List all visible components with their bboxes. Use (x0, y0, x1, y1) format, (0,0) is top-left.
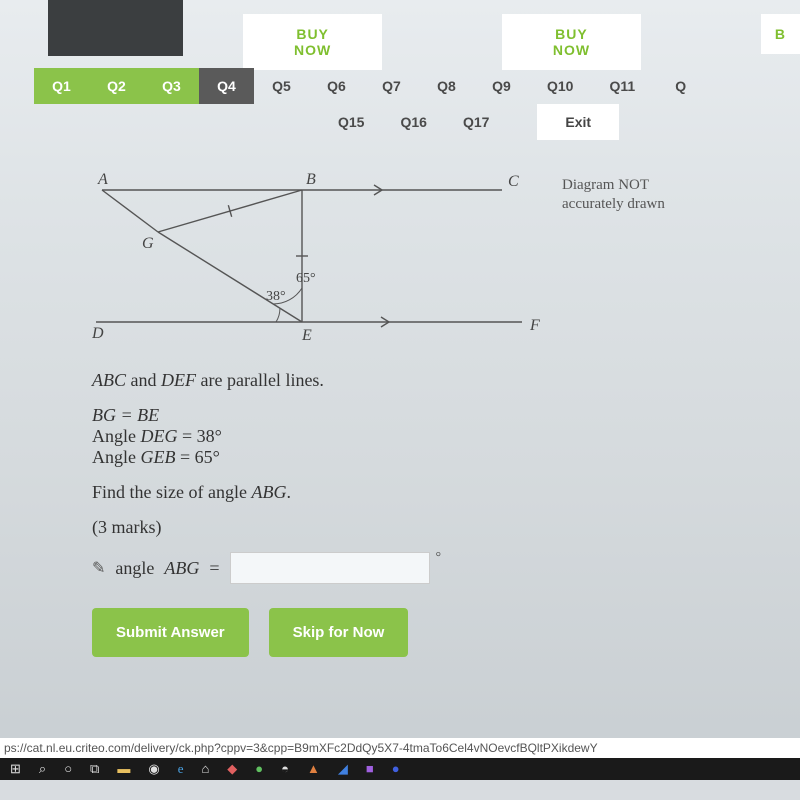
svg-text:A: A (97, 172, 108, 188)
question-tab-row-1: Q1Q2Q3Q4Q5Q6Q7Q8Q9Q10Q11Q (34, 68, 800, 104)
svg-text:F: F (529, 317, 540, 334)
note-line-2: accurately drawn (562, 196, 665, 212)
windows-taskbar[interactable]: ⊞ ⌕ ○ ⧉ ▬ ◉ e ⌂ ◆ ● ◓ ▲ ◢ ■ ● (0, 758, 800, 780)
diagram-accuracy-note: Diagram NOT accurately drawn (562, 176, 665, 214)
status-url-bar: ps://cat.nl.eu.criteo.com/delivery/ck.ph… (0, 738, 800, 758)
answer-row: ✎ angle ABG = ° (92, 552, 752, 584)
question-tab-q8[interactable]: Q8 (419, 68, 474, 104)
buy-now-button-3[interactable]: B (761, 14, 800, 54)
degree-symbol: ° (436, 550, 442, 566)
question-tab-q6[interactable]: Q6 (309, 68, 364, 104)
svg-text:38°: 38° (266, 289, 286, 304)
note-line-1: Diagram NOT (562, 177, 649, 193)
steam-icon[interactable]: ◓ (281, 761, 289, 777)
skip-for-now-button[interactable]: Skip for Now (269, 608, 409, 657)
app-icon-4[interactable]: ◢ (338, 761, 348, 777)
question-tab-q3[interactable]: Q3 (144, 68, 199, 104)
question-tab-q10[interactable]: Q10 (529, 68, 591, 104)
question-tab-q9[interactable]: Q9 (474, 68, 529, 104)
chrome-icon[interactable]: ◉ (148, 761, 159, 777)
question-tab-q[interactable]: Q (653, 68, 708, 104)
submit-answer-button[interactable]: Submit Answer (92, 608, 249, 657)
buy-now-button-1[interactable]: BUY NOW (243, 14, 382, 70)
question-tab-q7[interactable]: Q7 (364, 68, 419, 104)
geometry-diagram: 38° 65° A B C D E F G Diagram NOT accurately dra… (92, 172, 752, 362)
explorer-icon[interactable]: ▬ (117, 761, 130, 777)
svg-text:B: B (306, 172, 316, 188)
start-icon[interactable]: ⊞ (10, 761, 21, 777)
svg-text:C: C (508, 173, 519, 190)
svg-text:E: E (301, 327, 312, 344)
search-icon[interactable]: ⌕ (39, 761, 46, 777)
buy-now-button-2[interactable]: BUY NOW (502, 14, 641, 70)
question-text: ABC and DEF are parallel lines. BG = BE … (92, 370, 752, 538)
app-icon-3[interactable]: ▲ (307, 761, 320, 777)
ad-strip: BUY NOW BUY NOW B (0, 0, 800, 62)
question-tab-q5[interactable]: Q5 (254, 68, 309, 104)
seg-def: DEF (161, 370, 196, 390)
svg-text:D: D (92, 325, 104, 342)
marks-label: (3 marks) (92, 517, 752, 538)
cortana-icon[interactable]: ○ (64, 761, 72, 777)
question-tab-q15[interactable]: Q15 (320, 104, 382, 140)
app-icon-5[interactable]: ■ (366, 761, 374, 777)
question-tab-q1[interactable]: Q1 (34, 68, 89, 104)
pencil-icon: ✎ (92, 558, 105, 578)
edge-icon[interactable]: e (178, 761, 184, 777)
question-tab-q16[interactable]: Q16 (382, 104, 444, 140)
app-icon-6[interactable]: ● (392, 761, 400, 777)
store-icon[interactable]: ⌂ (201, 761, 209, 777)
question-tab-q17[interactable]: Q17 (445, 104, 507, 140)
seg-abc: ABC (92, 370, 126, 390)
app-icon-2[interactable]: ● (255, 761, 263, 777)
app-icon-1[interactable]: ◆ (227, 761, 237, 777)
question-tab-q2[interactable]: Q2 (89, 68, 144, 104)
svg-text:65°: 65° (296, 271, 316, 286)
question-tab-q4[interactable]: Q4 (199, 68, 254, 104)
question-tab-row-2: Q15Q16Q17 Exit (320, 104, 800, 140)
question-tab-q11[interactable]: Q11 (591, 68, 653, 104)
ad-dark-box (48, 0, 183, 56)
taskview-icon[interactable]: ⧉ (90, 761, 99, 777)
eq-bg-be: BG = BE (92, 405, 159, 425)
answer-input[interactable] (230, 552, 430, 584)
svg-text:G: G (142, 235, 154, 252)
question-tab-exit[interactable]: Exit (537, 104, 619, 140)
